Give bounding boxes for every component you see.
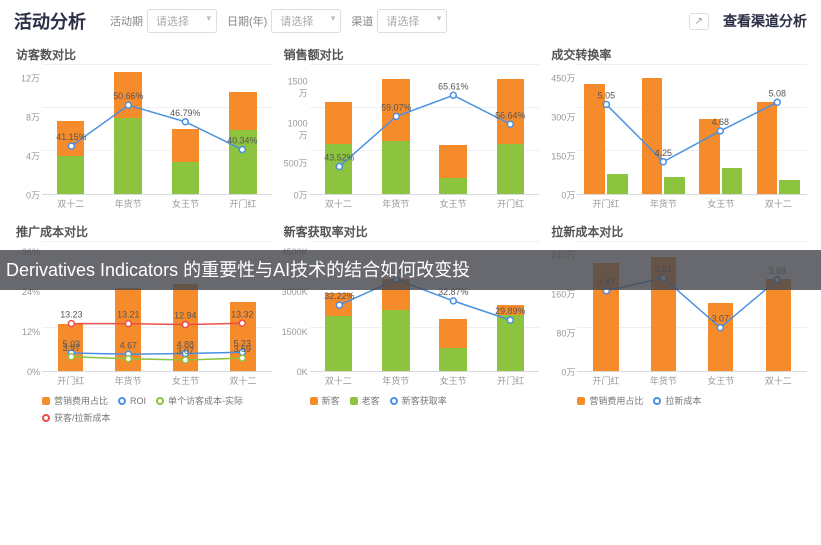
svg-text:5.08: 5.08 <box>769 88 786 98</box>
panel-title: 成交转换率 <box>551 46 807 63</box>
svg-text:46.79%: 46.79% <box>170 108 200 118</box>
filter-date-label: 日期(年) <box>227 13 267 29</box>
chart-conversion: 0万150万300万450万 5.05 4.25 4.68 5.08 开门红年货节女王节双… <box>549 65 807 215</box>
share-icon[interactable]: ↗ <box>689 13 709 30</box>
svg-text:50.66%: 50.66% <box>113 91 143 101</box>
svg-text:4.67: 4.67 <box>120 340 137 350</box>
legend-label: 新客获取率 <box>402 394 447 407</box>
legend-item: 获客/拉新成本 <box>42 411 111 424</box>
legend: 营销费用占比 ROI 单个访客成本-实际获客/拉新成本 <box>14 392 272 430</box>
panel-visitors: 访客数对比 0万4万8万12万 41.15% 50.66% 46.79% 40.34% 双十… <box>14 44 272 215</box>
svg-text:4.25: 4.25 <box>655 148 672 158</box>
x-axis: 双十二年货节女王节开门红 <box>310 197 540 215</box>
legend-label: 拉新成本 <box>665 394 701 407</box>
panel-title: 拉新成本对比 <box>551 223 807 240</box>
channel-select[interactable]: 请选择 <box>377 9 447 33</box>
legend-label: 新客 <box>322 394 340 407</box>
legend-item: 拉新成本 <box>653 394 701 407</box>
svg-text:3.07: 3.07 <box>177 346 194 356</box>
svg-text:3.59: 3.59 <box>234 344 251 354</box>
line-overlay: 43.52% 59.07% 65.61% 56.64% <box>310 65 540 194</box>
legend-item: 老客 <box>350 394 380 407</box>
legend-label: 营销费用占比 <box>589 394 643 407</box>
panel-title: 销售额对比 <box>284 46 540 63</box>
filter-date: 日期(年) 请选择 <box>227 9 341 33</box>
svg-text:41.15%: 41.15% <box>56 132 86 142</box>
chart-grid: 访客数对比 0万4万8万12万 41.15% 50.66% 46.79% 40.34% 双十… <box>0 40 821 430</box>
y-axis: 0万150万300万450万 <box>549 65 577 195</box>
legend-item: 新客获取率 <box>390 394 447 407</box>
legend-swatch-icon <box>42 397 50 405</box>
legend-dot-icon <box>653 397 661 405</box>
y-axis: 0万500万1000万1500万 <box>282 65 310 195</box>
legend-dot-icon <box>42 414 50 422</box>
legend-label: 单个访客成本-实际 <box>168 394 243 407</box>
x-axis: 双十二年货节女王节开门红 <box>42 197 272 215</box>
x-axis: 开门红年货节女王节双十二 <box>577 197 807 215</box>
legend-swatch-icon <box>350 397 358 405</box>
svg-text:29.89%: 29.89% <box>495 306 525 316</box>
dashboard-header: 活动分析 活动期 请选择 日期(年) 请选择 渠道 请选择 ↗ 查看渠道分析 <box>0 0 821 40</box>
filter-channel-label: 渠道 <box>351 13 373 29</box>
legend-item: 营销费用占比 <box>42 394 108 407</box>
date-select[interactable]: 请选择 <box>271 9 341 33</box>
plot-area: 5.05 4.25 4.68 5.08 <box>577 65 807 195</box>
svg-text:13.32: 13.32 <box>231 309 253 319</box>
svg-text:40.34%: 40.34% <box>227 136 257 146</box>
legend-label: 营销费用占比 <box>54 394 108 407</box>
channel-analysis-link[interactable]: 查看渠道分析 <box>723 11 807 31</box>
svg-text:3.07: 3.07 <box>712 314 729 324</box>
x-axis: 开门红年货节女王节双十二 <box>42 374 272 392</box>
legend-label: ROI <box>130 396 146 406</box>
filter-bar: 活动期 请选择 日期(年) 请选择 渠道 请选择 <box>110 9 667 33</box>
panel-title: 访客数对比 <box>16 46 272 63</box>
panel-sales: 销售额对比 0万500万1000万1500万 43.52% 59.07% 65.61% 5… <box>282 44 540 215</box>
legend-dot-icon <box>390 397 398 405</box>
overlay-banner: Derivatives Indicators 的重要性与AI技术的结合如何改变投 <box>0 250 821 290</box>
svg-text:13.23: 13.23 <box>60 310 82 320</box>
y-axis: 0万4万8万12万 <box>14 65 42 195</box>
svg-text:13.21: 13.21 <box>117 310 139 320</box>
legend-label: 老客 <box>362 394 380 407</box>
line-overlay: 41.15% 50.66% 46.79% 40.34% <box>42 65 272 194</box>
legend-swatch-icon <box>310 397 318 405</box>
svg-text:3.97: 3.97 <box>63 343 80 353</box>
legend-item: 新客 <box>310 394 340 407</box>
svg-text:12.94: 12.94 <box>174 311 196 321</box>
svg-text:4.68: 4.68 <box>712 117 729 127</box>
page-title: 活动分析 <box>14 8 86 34</box>
filter-activity-label: 活动期 <box>110 13 143 29</box>
svg-text:59.07%: 59.07% <box>381 102 411 112</box>
svg-text:32.22%: 32.22% <box>324 291 354 301</box>
svg-text:56.64%: 56.64% <box>495 110 525 120</box>
panel-conversion: 成交转换率 0万150万300万450万 5.05 4.25 4.68 5.08 开门红年货… <box>549 44 807 215</box>
filter-activity: 活动期 请选择 <box>110 9 217 33</box>
line-overlay: 5.05 4.25 4.68 5.08 <box>577 65 807 194</box>
legend-item: 营销费用占比 <box>577 394 643 407</box>
legend-dot-icon <box>118 397 126 405</box>
chart-sales: 0万500万1000万1500万 43.52% 59.07% 65.61% 56.64%… <box>282 65 540 215</box>
legend: 新客 老客 新客获取率 <box>282 392 540 413</box>
legend-item: ROI <box>118 394 146 407</box>
panel-title: 推广成本对比 <box>16 223 272 240</box>
legend-dot-icon <box>156 397 164 405</box>
panel-title: 新客获取率对比 <box>284 223 540 240</box>
plot-area: 43.52% 59.07% 65.61% 56.64% <box>310 65 540 195</box>
x-axis: 开门红年货节女王节双十二 <box>577 374 807 392</box>
chart-visitors: 0万4万8万12万 41.15% 50.66% 46.79% 40.34% 双十二年货节女… <box>14 65 272 215</box>
svg-text:65.61%: 65.61% <box>438 81 468 91</box>
x-axis: 双十二年货节女王节开门红 <box>310 374 540 392</box>
plot-area: 41.15% 50.66% 46.79% 40.34% <box>42 65 272 195</box>
svg-text:43.52%: 43.52% <box>324 153 354 163</box>
activity-select[interactable]: 请选择 <box>147 9 217 33</box>
legend-label: 获客/拉新成本 <box>54 411 111 424</box>
svg-text:5.05: 5.05 <box>598 90 615 100</box>
legend-swatch-icon <box>577 397 585 405</box>
filter-channel: 渠道 请选择 <box>351 9 447 33</box>
legend-item: 单个访客成本-实际 <box>156 394 243 407</box>
legend: 营销费用占比 拉新成本 <box>549 392 807 413</box>
